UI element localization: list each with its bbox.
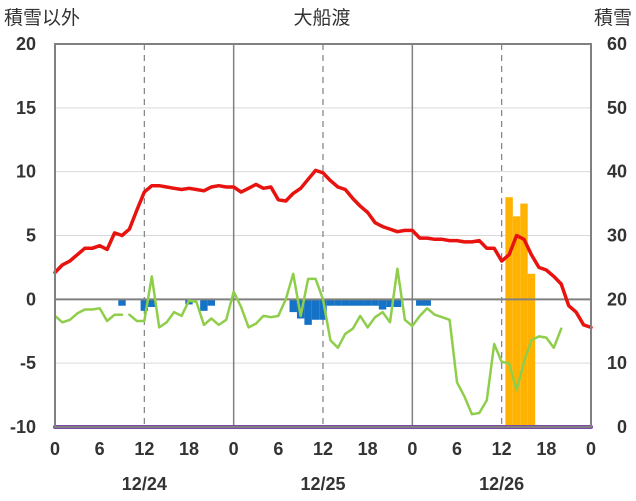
snow-change-bar	[341, 299, 350, 306]
x-tick-label: 6	[95, 439, 105, 459]
snow-change-bar	[148, 299, 156, 307]
right-tick-label: 10	[607, 353, 627, 373]
right-tick-label: 50	[607, 98, 627, 118]
snow-change-bar	[349, 299, 357, 306]
left-tick-label: 15	[16, 98, 36, 118]
snow-change-bar	[356, 299, 364, 306]
temperature-line	[53, 168, 593, 330]
snow-change-bar	[393, 299, 402, 307]
snow-change-bar	[326, 299, 335, 306]
chart-title: 大船渡	[293, 7, 350, 29]
snow-change-bar	[289, 299, 297, 313]
snow-depth-bar	[505, 197, 513, 427]
x-tick-label: 12	[134, 439, 154, 459]
x-tick-label: 0	[586, 439, 596, 459]
x-tick-label: 6	[452, 439, 462, 459]
snow-change-bar	[319, 299, 327, 320]
snow-change-bar	[423, 299, 431, 306]
temp_change-line	[53, 307, 124, 324]
right-tick-label: 40	[607, 162, 627, 182]
x-tick-label: 18	[358, 439, 378, 459]
snow-change-bar	[416, 299, 424, 306]
snow-change-bar	[200, 299, 208, 311]
x-tick-label: 18	[536, 439, 556, 459]
snow-change-bar	[334, 299, 342, 306]
date-label: 12/24	[122, 474, 167, 494]
right-tick-label: 30	[607, 226, 627, 246]
snow-change-bar	[386, 299, 394, 307]
left-tick-label: -10	[10, 417, 36, 437]
snow-change-bar	[363, 299, 372, 306]
snow-change-bar	[207, 299, 216, 306]
snow-change-bar	[311, 299, 320, 320]
right-tick-label: 60	[607, 34, 627, 54]
left-tick-label: 10	[16, 162, 36, 182]
left-axis-title: 積雪以外	[4, 7, 80, 29]
snow-change-bar	[118, 299, 126, 306]
x-tick-label: 0	[229, 439, 239, 459]
left-tick-label: -5	[20, 353, 36, 373]
snow-depth-bar	[527, 273, 536, 427]
left-tick-label: 20	[16, 34, 36, 54]
x-tick-label: 12	[313, 439, 333, 459]
date-label: 12/26	[479, 474, 524, 494]
x-tick-label: 0	[407, 439, 417, 459]
right-tick-label: 20	[607, 289, 627, 309]
snow-change-bar	[378, 299, 387, 310]
x-tick-label: 12	[492, 439, 512, 459]
right-axis-title: 積雪	[594, 7, 632, 29]
right-tick-label: 0	[617, 417, 627, 437]
x-tick-label: 18	[179, 439, 199, 459]
snow-change-bar	[304, 299, 312, 325]
snow-depth-bar	[520, 203, 528, 427]
date-label: 12/25	[300, 474, 345, 494]
snow-change-bar	[140, 299, 149, 311]
plot-frame	[54, 43, 592, 428]
x-tick-label: 0	[50, 439, 60, 459]
snow-depth-bar	[512, 216, 521, 427]
left-tick-label: 0	[26, 289, 36, 309]
snow-change-bar	[371, 299, 379, 306]
left-tick-label: 5	[26, 226, 36, 246]
x-tick-label: 6	[273, 439, 283, 459]
temp_change-line	[128, 267, 563, 416]
